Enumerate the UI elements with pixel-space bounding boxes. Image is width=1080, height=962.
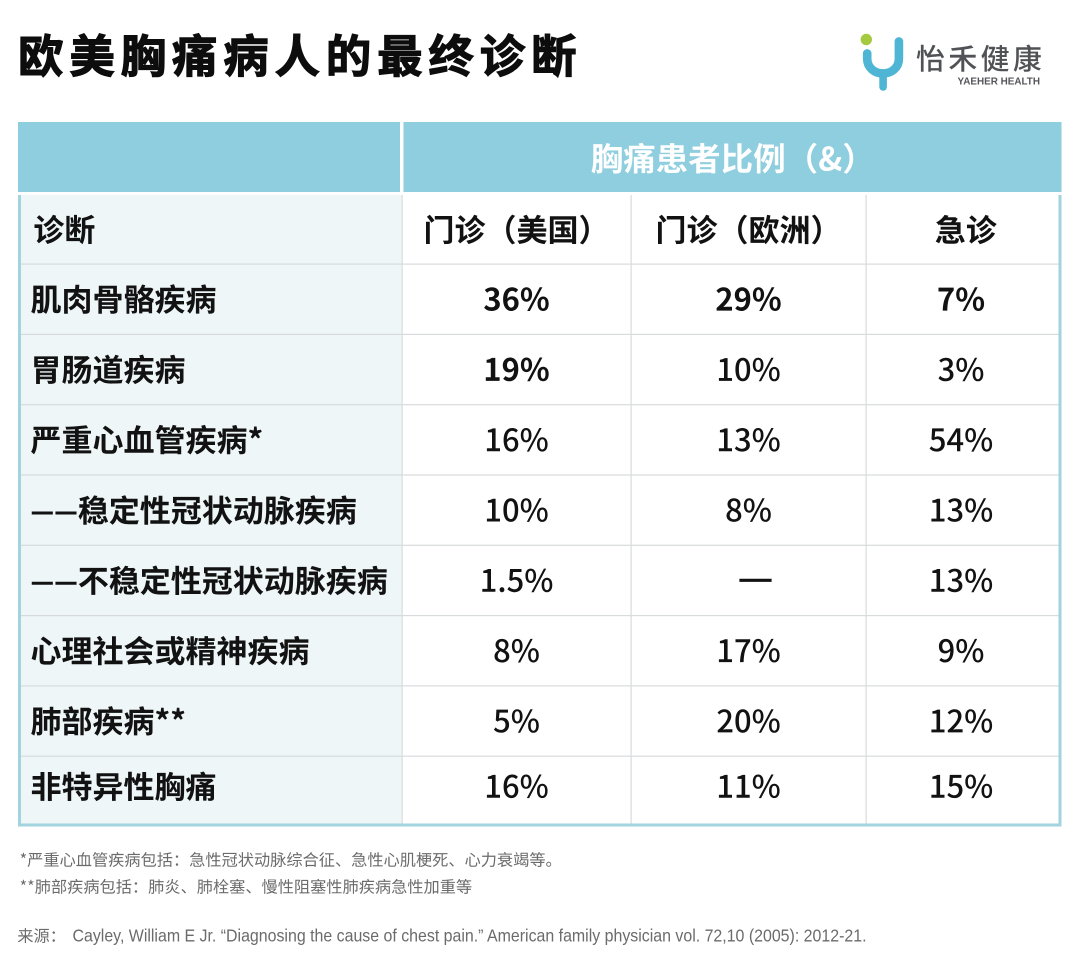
svg-text:YAEHER HEALTH: YAEHER HEALTH: [958, 76, 1041, 87]
svg-text:Cayley, William E Jr. “Diagnos: Cayley, William E Jr. “Diagnosing the ca…: [73, 926, 867, 946]
